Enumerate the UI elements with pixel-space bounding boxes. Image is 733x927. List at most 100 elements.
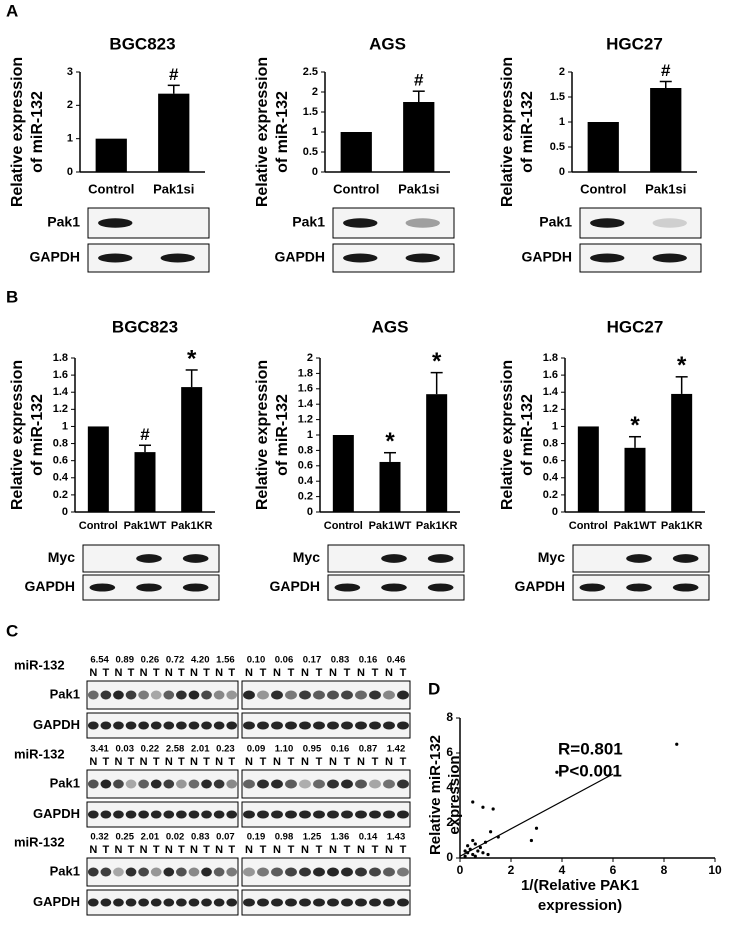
y-tick-label: 1.4 (543, 386, 559, 398)
bar (134, 452, 156, 512)
x-tick-label: 10 (708, 863, 722, 877)
bar (403, 102, 435, 172)
blot-band (313, 779, 325, 789)
lane-label: N (301, 756, 309, 768)
bar (379, 461, 401, 512)
bar (181, 387, 203, 512)
mirna-value: 0.46 (387, 655, 406, 666)
blot-band (383, 810, 395, 819)
blot-band (369, 898, 381, 907)
y-tick-label: 1 (62, 420, 68, 432)
blot-band (226, 690, 238, 700)
blot-band (427, 554, 454, 563)
y-tick-label: 0.4 (53, 472, 69, 484)
bar (671, 393, 693, 512)
row-label: miR-132 (14, 657, 65, 672)
blot-frame (241, 680, 411, 710)
blot-band (176, 867, 187, 877)
blot-band (201, 721, 212, 730)
x-tick-label: 0 (457, 863, 464, 877)
blot-band (383, 690, 395, 700)
blot-band (163, 898, 175, 907)
scatter-point (476, 849, 480, 853)
blot-band (138, 779, 149, 789)
blot-band (176, 898, 187, 907)
blot-band (125, 690, 137, 700)
lane-label: N (190, 844, 198, 856)
bar (624, 447, 646, 512)
mirna-value: 0.17 (303, 655, 322, 666)
scatter-point (481, 851, 485, 855)
blot-band (213, 779, 225, 789)
blot-band (355, 779, 367, 789)
x-tick-label: Control (333, 181, 379, 196)
blot-band (343, 218, 378, 228)
significance-mark: * (187, 345, 197, 372)
blot-frame (241, 801, 411, 828)
blot-band (163, 810, 175, 819)
blot-band (188, 721, 200, 730)
y-axis-label: Relative expression (254, 360, 271, 510)
blot-band (188, 810, 200, 819)
lane-label: T (203, 844, 210, 856)
lane-label: N (140, 667, 148, 679)
blot-band (381, 554, 407, 563)
lane-label: T (400, 667, 407, 679)
y-axis-label: Relative expression (9, 57, 26, 207)
blot-band (313, 810, 325, 819)
blot-band (327, 867, 339, 877)
blot-band (355, 810, 367, 819)
lane-label: N (215, 667, 223, 679)
blot-band (243, 810, 255, 819)
lane-label: N (89, 667, 97, 679)
y-tick-label: 2 (559, 66, 565, 78)
scatter-point (555, 770, 559, 774)
chart-title: AGS (372, 317, 409, 336)
blot-band (243, 690, 255, 700)
blot-band (672, 583, 699, 592)
blot-band (100, 779, 112, 789)
blot-band (313, 690, 325, 700)
blot-band (257, 810, 269, 819)
significance-mark: # (169, 65, 179, 84)
y-tick-label: 0 (446, 850, 453, 864)
lane-label: N (329, 844, 337, 856)
blot-band (369, 690, 381, 700)
scatter-point (529, 838, 534, 843)
blot-band (113, 867, 124, 877)
significance-mark: * (630, 412, 640, 439)
blot-band (138, 810, 149, 819)
blot-band (343, 253, 378, 263)
mirna-value: 0.16 (359, 655, 378, 666)
x-tick-label: Pak1si (153, 181, 194, 196)
lane-label: N (301, 844, 309, 856)
lane-label: T (344, 667, 351, 679)
blot-band (626, 583, 652, 592)
lane-label: N (165, 667, 173, 679)
lane-label: N (190, 756, 198, 768)
lane-label: N (329, 756, 337, 768)
x-tick-label: Control (580, 181, 626, 196)
y-tick-label: 1.8 (543, 352, 558, 364)
blot-band (87, 810, 99, 819)
blot-band (125, 810, 137, 819)
y-tick-label: 2 (307, 352, 313, 364)
blot-band (672, 554, 699, 563)
y-axis-label: Relative expression (499, 57, 516, 207)
panel-label: A (6, 1, 18, 20)
significance-mark: # (414, 71, 424, 90)
lane-label: T (288, 667, 295, 679)
lane-label: N (140, 844, 148, 856)
lane-label: N (273, 844, 281, 856)
blot-label: GAPDH (274, 249, 325, 265)
y-axis-label: of miR-132 (274, 394, 291, 476)
chart-title: HGC27 (607, 317, 664, 336)
lane-label: T (178, 667, 185, 679)
y-tick-label: 0.4 (298, 475, 314, 487)
blot-band (271, 867, 283, 877)
chart-title: BGC823 (109, 34, 175, 53)
y-tick-label: 1.8 (298, 367, 313, 379)
blot-band (285, 690, 297, 700)
blot-band (87, 867, 99, 877)
blot-frame (241, 857, 411, 887)
